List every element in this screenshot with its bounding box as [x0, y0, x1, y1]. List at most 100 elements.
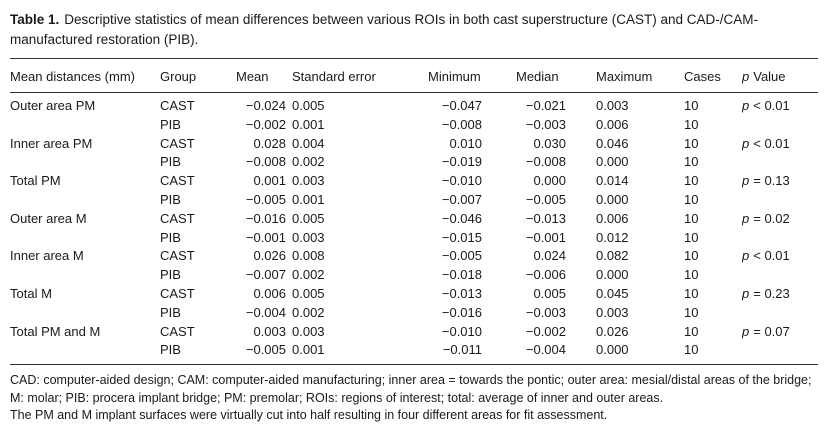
cell-standard-error: 0.003 [292, 323, 325, 339]
cell-p-value [742, 266, 818, 285]
cell-median: −0.003 [525, 116, 566, 132]
col-header-mean-distances: Mean distances (mm) [10, 69, 135, 84]
cell-median: −0.006 [525, 267, 566, 283]
cell-maximum: 0.003 [596, 304, 629, 320]
cell-standard-error: 0.005 [292, 98, 325, 113]
cell-mean: 0.001 [253, 173, 286, 189]
cell-minimum: −0.007 [441, 191, 482, 207]
cell-roi: Outer area M [10, 210, 87, 226]
cell-minimum: −0.047 [441, 98, 482, 113]
cell-maximum: 0.014 [596, 173, 629, 189]
cell-minimum: −0.010 [441, 323, 482, 339]
table-row: Total M CAST 0.006 0.005 −0.013 0.005 0.… [10, 285, 818, 304]
cell-median: −0.002 [525, 323, 566, 339]
cell-median: −0.013 [525, 210, 566, 226]
cell-group: PIB [160, 116, 181, 132]
cell-minimum: −0.010 [441, 173, 482, 189]
cell-cases: 10 [684, 98, 699, 113]
cell-minimum: 0.010 [449, 135, 482, 151]
cell-maximum: 0.000 [596, 267, 629, 283]
table-row: Total PM CAST 0.001 0.003 −0.010 0.000 0… [10, 172, 818, 191]
statistics-table: Mean distances (mm) Group Mean Standard … [10, 58, 818, 366]
cell-minimum: −0.013 [441, 285, 482, 301]
cell-cases: 10 [684, 135, 699, 151]
cell-median: 0.030 [533, 135, 566, 151]
cell-cases: 10 [684, 210, 699, 226]
cell-mean: −0.001 [245, 229, 286, 245]
table-row: Inner area M CAST 0.026 0.008 −0.005 0.0… [10, 247, 818, 266]
cell-p-value [742, 341, 818, 364]
cell-roi [10, 229, 160, 248]
cell-mean: −0.007 [245, 267, 286, 283]
cell-standard-error: 0.001 [292, 342, 325, 358]
col-header-p-value: p Value [742, 59, 818, 93]
cell-median: −0.004 [525, 342, 566, 358]
footnote-abbreviations: CAD: computer-aided design; CAM: compute… [10, 373, 812, 405]
cell-median: 0.005 [533, 285, 566, 301]
cell-maximum: 0.000 [596, 191, 629, 207]
cell-group: CAST [160, 248, 195, 264]
header-row: Mean distances (mm) Group Mean Standard … [10, 59, 818, 93]
cell-median: 0.024 [533, 248, 566, 264]
table-row: Inner area PM CAST 0.028 0.004 0.010 0.0… [10, 135, 818, 154]
cell-standard-error: 0.005 [292, 285, 325, 301]
p-header-rest: Value [753, 69, 786, 84]
cell-cases: 10 [684, 304, 699, 320]
footnote-note: The PM and M implant surfaces were virtu… [10, 408, 608, 423]
cell-group: CAST [160, 135, 195, 151]
cell-maximum: 0.082 [596, 248, 629, 264]
cell-mean: −0.008 [245, 154, 286, 170]
cell-mean: −0.024 [245, 98, 286, 113]
table-row: Total PM and M CAST 0.003 0.003 −0.010 −… [10, 323, 818, 342]
cell-roi [10, 116, 160, 135]
cell-p-value [742, 116, 818, 135]
cell-group: PIB [160, 342, 181, 358]
cell-median: −0.008 [525, 154, 566, 170]
table-row: PIB −0.004 0.002 −0.016 −0.003 0.003 10 [10, 304, 818, 323]
col-header-cases: Cases [684, 69, 721, 84]
cell-standard-error: 0.008 [292, 248, 325, 264]
cell-maximum: 0.012 [596, 229, 629, 245]
cell-minimum: −0.008 [441, 116, 482, 132]
cell-cases: 10 [684, 267, 699, 283]
cell-median: −0.003 [525, 304, 566, 320]
cell-cases: 10 [684, 154, 699, 170]
cell-roi [10, 266, 160, 285]
cell-roi [10, 341, 160, 364]
cell-mean: 0.028 [253, 135, 286, 151]
cell-p-value: p = 0.02 [742, 210, 790, 226]
cell-group: CAST [160, 285, 195, 301]
cell-standard-error: 0.002 [292, 267, 325, 283]
cell-minimum: −0.005 [441, 248, 482, 264]
table-row: Outer area PM CAST −0.024 0.005 −0.047 −… [10, 93, 818, 116]
cell-group: PIB [160, 191, 181, 207]
col-header-standard-error: Standard error [292, 69, 376, 84]
cell-maximum: 0.026 [596, 323, 629, 339]
p-italic: p [742, 69, 750, 84]
table-caption-label: Table 1. [10, 12, 60, 27]
cell-p-value: p = 0.13 [742, 173, 790, 189]
cell-p-value: p < 0.01 [742, 135, 790, 151]
cell-group: PIB [160, 267, 181, 283]
cell-maximum: 0.045 [596, 285, 629, 301]
cell-maximum: 0.000 [596, 342, 629, 358]
table-row: PIB −0.008 0.002 −0.019 −0.008 0.000 10 [10, 153, 818, 172]
cell-mean: 0.006 [253, 285, 286, 301]
cell-roi [10, 191, 160, 210]
cell-mean: −0.005 [245, 342, 286, 358]
cell-cases: 10 [684, 173, 699, 189]
cell-group: CAST [160, 323, 195, 339]
table-footnotes: CAD: computer-aided design; CAM: compute… [10, 372, 818, 425]
cell-maximum: 0.003 [596, 98, 629, 113]
cell-mean: −0.016 [245, 210, 286, 226]
table-row: PIB −0.005 0.001 −0.011 −0.004 0.000 10 [10, 341, 818, 364]
cell-median: −0.001 [525, 229, 566, 245]
cell-maximum: 0.046 [596, 135, 629, 151]
cell-cases: 10 [684, 248, 699, 264]
cell-mean: −0.004 [245, 304, 286, 320]
col-header-mean: Mean [236, 69, 269, 84]
cell-group: CAST [160, 210, 195, 226]
cell-p-value: p < 0.01 [742, 98, 790, 113]
cell-maximum: 0.006 [596, 210, 629, 226]
